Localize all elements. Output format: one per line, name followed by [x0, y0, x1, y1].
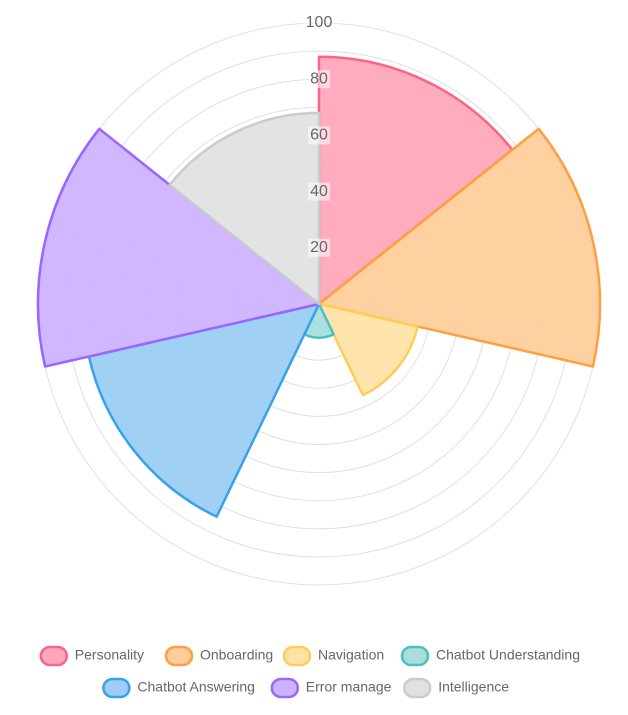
radial-ticks: 20 40 60 80 100 — [303, 14, 335, 257]
tick-label-80: 80 — [310, 70, 328, 87]
data-segments — [36, 55, 602, 518]
legend-item-error-manage[interactable]: Error manage — [270, 677, 392, 699]
legend-label: Onboarding — [200, 647, 273, 663]
legend-swatch — [402, 677, 432, 699]
legend-swatch — [400, 645, 430, 667]
legend-label: Chatbot Answering — [137, 679, 255, 695]
tick-backdrop — [308, 238, 330, 257]
segment-error-manage[interactable] — [36, 127, 321, 368]
legend-label: Personality — [75, 647, 144, 663]
tick-label-100: 100 — [306, 14, 333, 31]
legend-swatch — [270, 677, 300, 699]
legend-swatch — [39, 645, 69, 667]
chart-legend: Personality Onboarding Navigation Chatbot U… — [39, 645, 580, 699]
legend-item-intelligence[interactable]: Intelligence — [402, 677, 509, 699]
legend-label: Error manage — [306, 679, 392, 695]
legend-item-onboarding[interactable]: Onboarding — [164, 645, 273, 667]
tick-label-60: 60 — [310, 127, 328, 144]
legend-label: Navigation — [318, 647, 384, 663]
tick-label-20: 20 — [310, 239, 328, 256]
legend-label: Intelligence — [438, 679, 509, 695]
legend-item-chatbot-understanding[interactable]: Chatbot Understanding — [400, 645, 580, 667]
legend-swatch — [282, 645, 312, 667]
tick-backdrop — [303, 14, 335, 32]
segment-onboarding[interactable] — [317, 127, 602, 368]
tick-backdrop — [308, 70, 330, 89]
legend-swatch — [164, 645, 194, 667]
tick-label-40: 40 — [310, 183, 328, 200]
legend-item-personality[interactable]: Personality — [39, 645, 144, 667]
segment-personality[interactable] — [317, 55, 514, 306]
legend-item-chatbot-answering[interactable]: Chatbot Answering — [102, 677, 255, 699]
legend-swatch — [102, 677, 131, 699]
tick-backdrop — [308, 126, 330, 145]
tick-backdrop — [308, 182, 330, 201]
segment-navigation[interactable] — [317, 302, 419, 397]
segment-intelligence[interactable] — [168, 111, 321, 306]
legend-label: Chatbot Understanding — [436, 647, 580, 663]
segment-chatbot-answering[interactable] — [87, 302, 321, 518]
legend-item-navigation[interactable]: Navigation — [282, 645, 384, 667]
